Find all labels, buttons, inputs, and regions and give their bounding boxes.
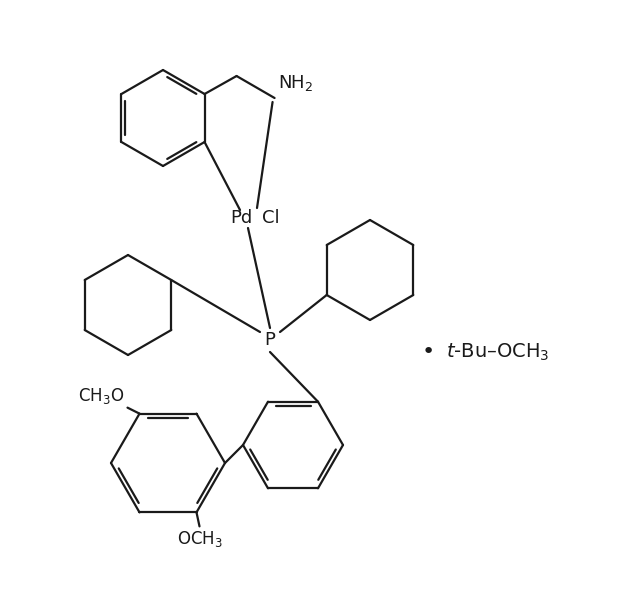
Text: NH$_2$: NH$_2$ xyxy=(278,73,313,93)
Text: Pd: Pd xyxy=(230,209,252,227)
Text: •: • xyxy=(421,342,435,362)
Text: $\mathit{t}$-Bu–OCH$_3$: $\mathit{t}$-Bu–OCH$_3$ xyxy=(446,342,550,363)
Text: Cl: Cl xyxy=(262,209,280,227)
Text: P: P xyxy=(264,331,275,349)
Text: CH$_3$O: CH$_3$O xyxy=(78,386,125,405)
Text: OCH$_3$: OCH$_3$ xyxy=(177,530,223,550)
